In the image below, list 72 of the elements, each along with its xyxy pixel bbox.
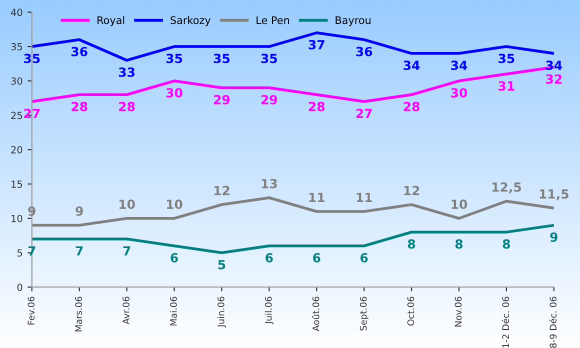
data-label: 8 — [455, 239, 463, 249]
y-tick-label: 35 — [11, 43, 22, 50]
data-label: 35 — [498, 54, 514, 64]
data-label: 28 — [308, 102, 325, 112]
data-label: 10 — [452, 200, 468, 210]
x-tick-label: Mars.06 — [75, 296, 82, 332]
data-label: 36 — [356, 46, 372, 56]
data-label: 6 — [360, 253, 368, 262]
data-label: 35 — [261, 54, 277, 64]
x-tick-label: Avr.06 — [122, 296, 130, 324]
data-label: 12,5 — [492, 182, 521, 194]
data-label: 29 — [261, 94, 278, 104]
data-label: 6 — [313, 253, 320, 262]
data-label: 7 — [76, 246, 83, 256]
data-label: 28 — [404, 102, 420, 112]
x-tick-label: Oct.06 — [407, 296, 414, 326]
data-label: 29 — [214, 94, 230, 104]
data-label: 11 — [309, 192, 324, 202]
x-tick-label: Juil.06 — [264, 296, 274, 324]
data-label: 35 — [166, 54, 182, 64]
x-tick-label: Mai.06 — [170, 296, 177, 326]
data-label: 7 — [123, 246, 130, 256]
data-label: 27 — [24, 108, 40, 118]
data-label: 9 — [550, 232, 558, 242]
data-label: 10 — [120, 200, 135, 210]
data-label: 35 — [214, 54, 230, 64]
data-label: 36 — [71, 46, 88, 56]
data-label: 34 — [404, 60, 420, 70]
x-tick-label: Juin.06 — [217, 296, 226, 328]
data-label: 31 — [498, 81, 514, 91]
y-tick-label: 25 — [11, 112, 22, 120]
x-tick-label: Août.06 — [312, 296, 320, 332]
y-tick-label: 15 — [12, 180, 22, 188]
data-label: 30 — [166, 88, 182, 98]
data-label: 34 — [546, 60, 562, 70]
data-label: 7 — [28, 246, 36, 256]
y-tick-label: 40 — [10, 8, 22, 16]
x-tick-label: 1-2 Déc. 06 — [502, 296, 510, 348]
data-label: 13 — [262, 178, 277, 188]
data-label: 32 — [546, 74, 562, 84]
data-label: 28 — [72, 102, 88, 112]
legend-label: Bayrou — [336, 16, 370, 26]
y-tick-label: 10 — [12, 214, 22, 222]
data-label: 37 — [308, 40, 324, 50]
data-label: 10 — [166, 200, 182, 210]
legend-label: Royal — [98, 16, 124, 26]
data-label: 6 — [170, 253, 178, 262]
data-label: 27 — [356, 108, 372, 118]
data-label: 6 — [266, 253, 273, 262]
x-tick-label: 8-9 Déc. 06 — [549, 296, 557, 348]
x-tick-label: Fev.06 — [28, 296, 35, 324]
y-tick-label: 5 — [17, 249, 22, 257]
y-tick-label: 0 — [17, 284, 22, 291]
data-label: 5 — [218, 260, 226, 270]
data-label: 33 — [118, 67, 135, 77]
data-label: 28 — [119, 102, 135, 112]
data-label: 34 — [451, 60, 468, 70]
data-label: 11 — [356, 192, 372, 202]
data-label: 8 — [408, 239, 416, 249]
x-tick-label: Nov.06 — [454, 296, 462, 327]
legend-label: Le Pen — [256, 16, 290, 24]
data-label: 35 — [24, 54, 40, 64]
legend-label: Sarkozy — [170, 16, 211, 26]
data-label: 30 — [451, 88, 468, 98]
x-tick-label: Sept.06 — [360, 296, 368, 330]
data-label: 12 — [214, 186, 230, 196]
data-label: 9 — [76, 206, 83, 216]
y-tick-label: 20 — [11, 146, 22, 154]
data-label: 11,5 — [540, 189, 568, 200]
data-label: 12 — [404, 186, 420, 196]
data-label: 8 — [502, 239, 510, 249]
y-tick-label: 30 — [11, 77, 22, 85]
